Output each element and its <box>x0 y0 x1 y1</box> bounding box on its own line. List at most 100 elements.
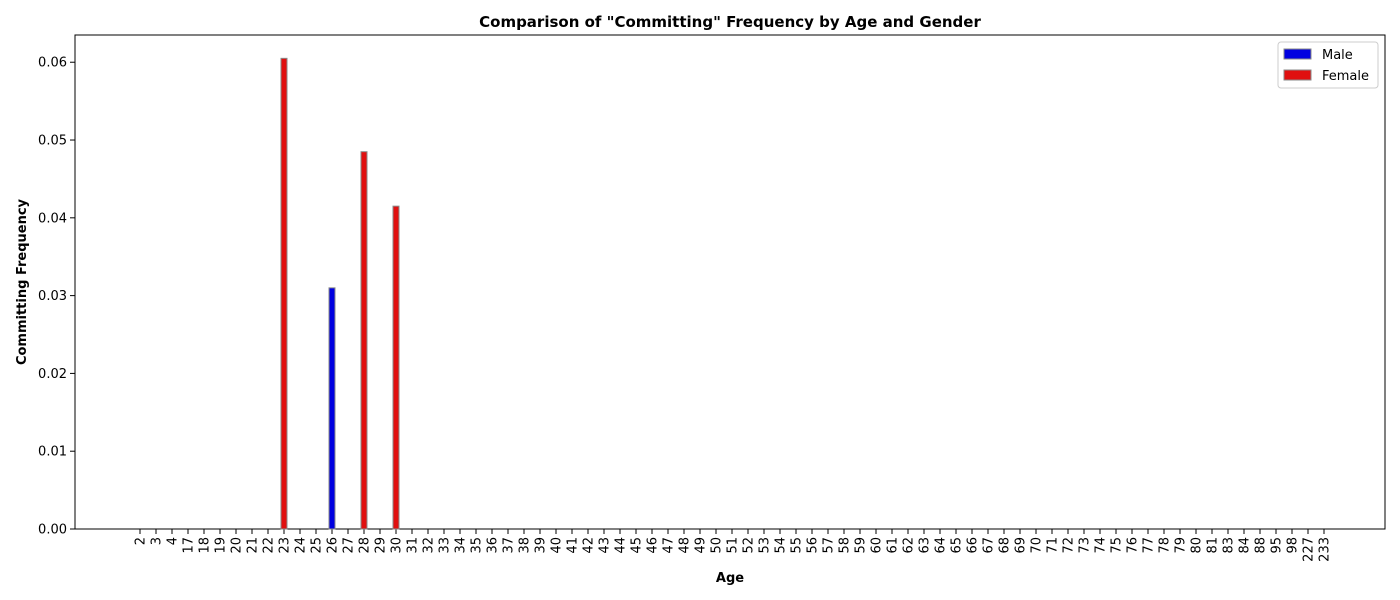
x-tick-label: 56 <box>806 537 821 554</box>
x-tick-label: 69 <box>1014 537 1029 554</box>
x-tick-label: 54 <box>774 537 789 554</box>
x-tick-label: 74 <box>1094 537 1109 554</box>
x-tick-label: 95 <box>1270 537 1285 554</box>
legend: Male Female <box>1277 41 1379 89</box>
x-tick-label: 40 <box>550 537 565 554</box>
x-tick-label: 21 <box>246 537 261 554</box>
y-tick-label: 0.05 <box>38 134 67 149</box>
x-tick-label: 79 <box>1174 537 1189 554</box>
x-tick-label: 52 <box>742 537 757 554</box>
x-tick-label: 61 <box>886 537 901 554</box>
x-tick-label: 71 <box>1046 537 1061 554</box>
x-tick-label: 41 <box>566 537 581 554</box>
x-tick-label: 98 <box>1286 537 1301 554</box>
x-tick-label: 57 <box>822 537 837 554</box>
y-tick-label: 0.06 <box>38 56 67 71</box>
x-tick-label: 65 <box>950 537 965 554</box>
x-tick-label: 73 <box>1078 537 1093 554</box>
x-tick-label: 227 <box>1302 537 1317 562</box>
y-tick-label: 0.02 <box>38 367 67 382</box>
x-tick-label: 75 <box>1110 537 1125 554</box>
x-tick-label: 70 <box>1030 537 1045 554</box>
x-tick-label: 26 <box>326 537 341 554</box>
x-tick-label: 42 <box>582 537 597 554</box>
x-tick-label: 51 <box>726 537 741 554</box>
x-tick-label: 58 <box>838 537 853 554</box>
x-tick-label: 30 <box>390 537 405 554</box>
x-tick-label: 48 <box>678 537 693 554</box>
x-tick-label: 25 <box>310 537 325 554</box>
bar-male-26 <box>328 287 336 530</box>
x-axis-label: Age <box>716 571 744 586</box>
x-tick-label: 84 <box>1238 537 1253 554</box>
x-tick-label: 66 <box>966 537 981 554</box>
x-tick-label: 44 <box>614 537 629 554</box>
x-tick-label: 47 <box>662 537 677 554</box>
legend-swatch-male <box>1283 48 1312 60</box>
x-tick-label: 233 <box>1318 537 1333 562</box>
x-tick-label: 43 <box>598 537 613 554</box>
x-tick-label: 76 <box>1126 537 1141 554</box>
x-tick-label: 62 <box>902 537 917 554</box>
x-tick-label: 80 <box>1190 537 1205 554</box>
legend-label-male: Male <box>1322 48 1353 63</box>
x-tick-label: 29 <box>374 537 389 554</box>
x-tick-label: 38 <box>518 537 533 554</box>
bars <box>280 57 400 530</box>
x-tick-label: 24 <box>294 537 309 554</box>
x-tick-label: 46 <box>646 537 661 554</box>
bar-female-23 <box>280 57 288 530</box>
chart-title: Comparison of "Committing" Frequency by … <box>479 13 981 31</box>
x-tick-label: 2 <box>134 537 149 545</box>
x-axis: 2 3 4 17 18 19 20 21 22 23 24 25 26 27 28 29 30 31 32 33 34 3… <box>134 529 1333 562</box>
x-tick-label: 32 <box>422 537 437 554</box>
x-tick-label: 81 <box>1206 537 1221 554</box>
x-tick-label: 72 <box>1062 537 1077 554</box>
x-tick-label: 50 <box>710 537 725 554</box>
x-tick-label: 31 <box>406 537 421 554</box>
x-tick-label: 45 <box>630 537 645 554</box>
x-tick-label: 60 <box>870 537 885 554</box>
x-tick-label: 83 <box>1222 537 1237 554</box>
x-tick-label: 36 <box>486 537 501 554</box>
x-tick-label: 20 <box>230 537 245 554</box>
y-axis: 0.00 0.01 0.02 0.03 0.04 0.05 0.06 <box>38 56 75 538</box>
y-tick-label: 0.00 <box>38 523 67 538</box>
x-tick-label: 53 <box>758 537 773 554</box>
x-tick-label: 19 <box>214 537 229 554</box>
x-tick-label: 49 <box>694 537 709 554</box>
x-tick-label: 77 <box>1142 537 1157 554</box>
x-tick-label: 3 <box>150 537 165 545</box>
x-tick-label: 33 <box>438 537 453 554</box>
y-tick-label: 0.01 <box>38 445 67 460</box>
x-tick-label: 37 <box>502 537 517 554</box>
y-tick-label: 0.03 <box>38 289 67 304</box>
bar-female-28 <box>360 151 368 530</box>
legend-label-female: Female <box>1322 69 1369 84</box>
x-tick-label: 17 <box>182 537 197 554</box>
x-tick-label: 27 <box>342 537 357 554</box>
x-tick-label: 39 <box>534 537 549 554</box>
x-tick-label: 4 <box>166 537 181 545</box>
x-tick-label: 28 <box>358 537 373 554</box>
plot-frame <box>74 34 1386 530</box>
x-tick-label: 23 <box>278 537 293 554</box>
y-tick-label: 0.04 <box>38 211 67 226</box>
x-tick-label: 68 <box>998 537 1013 554</box>
x-tick-label: 34 <box>454 537 469 554</box>
x-tick-label: 63 <box>918 537 933 554</box>
x-tick-label: 18 <box>198 537 213 554</box>
x-tick-label: 22 <box>262 537 277 554</box>
x-tick-label: 78 <box>1158 537 1173 554</box>
x-tick-label: 67 <box>982 537 997 554</box>
legend-swatch-female <box>1283 69 1312 81</box>
plot-area <box>74 34 1386 530</box>
x-tick-label: 55 <box>790 537 805 554</box>
x-tick-label: 64 <box>934 537 949 554</box>
x-tick-label: 59 <box>854 537 869 554</box>
x-tick-label: 88 <box>1254 537 1269 554</box>
y-axis-label: Committing Frequency <box>15 198 30 365</box>
x-tick-label: 35 <box>470 537 485 554</box>
bar-female-30 <box>392 205 400 530</box>
